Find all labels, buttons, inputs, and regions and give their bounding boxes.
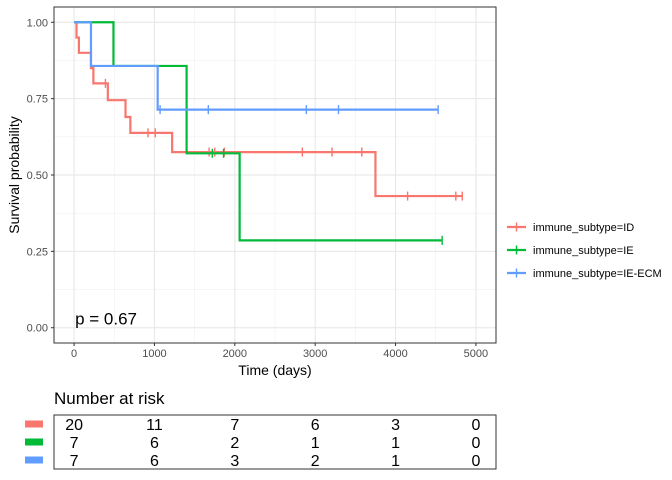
y-tick-label: 0.25	[27, 246, 48, 258]
risk-count: 7	[70, 435, 79, 452]
risk-count: 6	[150, 435, 159, 452]
survival-curve	[74, 21, 464, 198]
x-tick-label: 1000	[142, 348, 166, 360]
risk-count: 1	[391, 453, 400, 470]
y-tick-label: 0.00	[27, 323, 48, 335]
legend-item-0: immune_subtype=ID	[507, 222, 634, 234]
y-tick-label: 0.50	[27, 170, 48, 182]
risk-count: 0	[471, 435, 480, 452]
x-tick-label: 0	[71, 348, 77, 360]
legend-label: immune_subtype=ID	[533, 222, 634, 234]
risk-count: 1	[311, 435, 320, 452]
x-tick-label: 2000	[223, 348, 247, 360]
risk-row-color-key	[25, 456, 43, 464]
y-tick-label: 1.00	[27, 17, 48, 29]
y-axis-title: Survival probability	[6, 116, 22, 234]
risk-row-color-key	[25, 420, 43, 428]
risk-count: 2	[311, 453, 320, 470]
y-tick-label: 0.75	[27, 94, 48, 106]
risk-count: 0	[471, 417, 480, 434]
x-tick-label: 3000	[303, 348, 327, 360]
legend-item-1: immune_subtype=IE	[507, 245, 634, 257]
risk-table-border	[53, 414, 497, 470]
p-value-annotation: p = 0.67	[75, 309, 137, 328]
risk-count: 1	[391, 435, 400, 452]
risk-count: 7	[70, 453, 79, 470]
risk-count: 20	[65, 417, 83, 434]
survival-series-2	[74, 21, 439, 115]
survival-curve	[74, 21, 439, 111]
survival-series-0	[74, 21, 464, 201]
x-tick-label: 5000	[464, 348, 488, 360]
risk-row-color-key	[25, 438, 43, 446]
risk-count: 3	[391, 417, 400, 434]
legend-item-2: immune_subtype=IE-ECM	[507, 268, 662, 280]
x-tick-label: 4000	[383, 348, 407, 360]
risk-table-title: Number at risk	[54, 389, 165, 408]
risk-count: 0	[471, 453, 480, 470]
x-axis-title: Time (days)	[238, 362, 311, 378]
legend-label: immune_subtype=IE-ECM	[533, 268, 662, 280]
risk-count: 2	[230, 435, 239, 452]
plot-layer: p = 0.67 0 1000 2000 3000 4000 5000 0.00 0.25 0.5…	[6, 6, 497, 378]
legend-label: immune_subtype=IE	[533, 245, 634, 257]
legend: immune_subtype=ID immune_subtype=IEimmune…	[507, 222, 662, 280]
risk-count: 6	[150, 453, 159, 470]
risk-count: 6	[311, 417, 320, 434]
risk-count: 3	[230, 453, 239, 470]
risk-count: 11	[146, 417, 163, 434]
risk-count: 7	[230, 417, 239, 434]
